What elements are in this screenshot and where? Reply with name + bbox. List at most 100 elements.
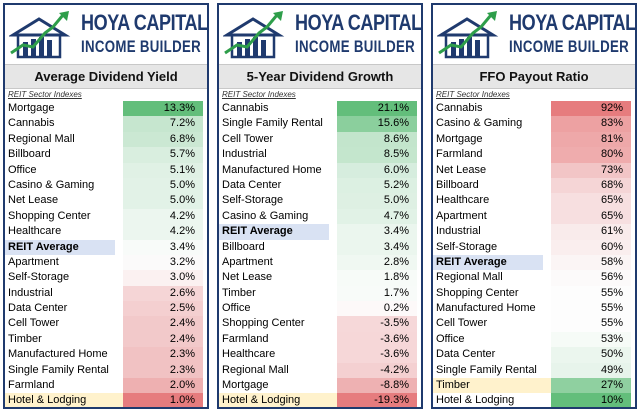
sector-value: 55% — [551, 316, 631, 332]
house-chart-logo-icon — [9, 11, 71, 59]
table-row: Net Lease 1.8% — [219, 270, 421, 286]
panel-title: Average Dividend Yield — [5, 64, 207, 89]
brand-tagline: INCOME BUILDER — [81, 37, 202, 56]
table-row: Data Center 2.5% — [5, 301, 207, 317]
table-row: Casino & Gaming 83% — [433, 116, 635, 132]
table-row: Billboard 3.4% — [219, 239, 421, 255]
brand-name: HOYA CAPITAL — [295, 10, 422, 35]
sector-value: 55% — [551, 285, 631, 302]
sector-label: Apartment — [8, 255, 59, 268]
sector-value: 2.0% — [123, 378, 203, 394]
sector-label: Farmland — [436, 148, 483, 161]
sector-value: 4.2% — [123, 224, 203, 240]
sector-value: 0.2% — [337, 301, 417, 317]
sector-value: 8.5% — [337, 147, 417, 163]
table-row: Self-Storage 60% — [433, 239, 635, 255]
sector-label: Hotel & Lodging — [436, 394, 515, 407]
sector-value: -8.8% — [337, 378, 417, 394]
sector-label: REIT Average — [219, 224, 329, 240]
sector-value: 5.7% — [123, 147, 203, 163]
table-row: Manufactured Home 6.0% — [219, 162, 421, 178]
sector-label: Cannabis — [8, 117, 55, 130]
sector-label: Industrial — [222, 148, 267, 161]
sector-value: 65% — [551, 208, 631, 225]
sector-label: Manufactured Home — [222, 163, 322, 176]
table-row: Single Family Rental 2.3% — [5, 362, 207, 379]
sector-label: Farmland — [222, 332, 269, 345]
table-row: Hotel & Lodging -19.3% — [219, 393, 421, 407]
sector-label: Self-Storage — [436, 240, 498, 253]
panel-subheader: REIT Sector Indexes — [436, 90, 510, 99]
sector-value: 10% — [551, 393, 631, 407]
sector-label: Cannabis — [436, 102, 483, 114]
table-row: Self-Storage 5.0% — [219, 193, 421, 209]
table-row: Office 0.2% — [219, 301, 421, 317]
brand-logo: HOYA CAPITAL INCOME BUILDER — [433, 5, 635, 64]
sector-label: Data Center — [436, 348, 496, 361]
sector-label: Office — [222, 302, 251, 315]
table-row: Healthcare -3.6% — [219, 347, 421, 363]
table-row: Cannabis 21.1% — [219, 101, 421, 117]
sector-value: 4.2% — [123, 208, 203, 225]
sector-label: Net Lease — [222, 271, 273, 284]
table-row: Casino & Gaming 5.0% — [5, 177, 207, 194]
sector-value: 50% — [551, 347, 631, 363]
table-row: Mortgage 13.3% — [5, 101, 207, 117]
table-row: Data Center 5.2% — [219, 177, 421, 194]
sector-value: 83% — [551, 116, 631, 132]
table-row: Regional Mall 6.8% — [5, 131, 207, 148]
table-row: Mortgage -8.8% — [219, 378, 421, 394]
sector-label: Casino & Gaming — [8, 178, 95, 191]
sector-label: Cannabis — [222, 102, 269, 114]
table-row: Industrial 61% — [433, 224, 635, 240]
table-row: Cannabis 92% — [433, 101, 635, 117]
panel-subheader: REIT Sector Indexes — [222, 90, 296, 99]
sector-value: 3.4% — [337, 239, 417, 255]
sector-value: 2.8% — [337, 254, 417, 271]
table-row: Billboard 5.7% — [5, 147, 207, 163]
table-row: Manufactured Home 2.3% — [5, 347, 207, 363]
panel-2: HOYA CAPITAL INCOME BUILDER FFO Payout R… — [431, 3, 637, 409]
sector-value: 3.2% — [123, 254, 203, 271]
sector-value: 53% — [551, 331, 631, 348]
sector-label: Apartment — [222, 255, 273, 268]
sector-label: Shopping Center — [436, 286, 519, 299]
sector-value: 81% — [551, 131, 631, 148]
sector-label: Industrial — [436, 225, 481, 238]
sector-label: Healthcare — [222, 348, 276, 361]
panel-title: FFO Payout Ratio — [433, 64, 635, 89]
table-row: Timber 2.4% — [5, 331, 207, 348]
table-row: Office 53% — [433, 331, 635, 348]
sector-label: REIT Average — [433, 254, 543, 271]
brand-logo: HOYA CAPITAL INCOME BUILDER — [5, 5, 207, 64]
sector-value: 65% — [551, 193, 631, 209]
table-row: Net Lease 73% — [433, 162, 635, 178]
sector-label: Office — [436, 332, 465, 345]
sector-label: Manufactured Home — [436, 302, 536, 315]
table-row: Self-Storage 3.0% — [5, 270, 207, 286]
sector-value: 3.4% — [337, 224, 417, 240]
table-row: Cell Tower 8.6% — [219, 131, 421, 148]
table-row: Farmland 2.0% — [5, 378, 207, 394]
sector-value: 2.5% — [123, 301, 203, 317]
sector-value: 1.8% — [337, 270, 417, 286]
sector-value: 13.3% — [123, 101, 203, 117]
sector-label: Billboard — [222, 240, 265, 253]
panel-title: 5-Year Dividend Growth — [219, 64, 421, 89]
table-row: Timber 27% — [433, 378, 635, 394]
sector-value: 60% — [551, 239, 631, 255]
sector-value: -3.6% — [337, 347, 417, 363]
sector-label: Timber — [222, 286, 256, 299]
sector-value: 49% — [551, 362, 631, 379]
sector-label: Farmland — [8, 379, 55, 392]
sector-label: Cell Tower — [222, 132, 274, 145]
table-row: Regional Mall -4.2% — [219, 362, 421, 379]
table-row: Regional Mall 56% — [433, 270, 635, 286]
sector-value: 2.3% — [123, 347, 203, 363]
sector-label: Shopping Center — [8, 209, 91, 222]
sector-label: Single Family Rental — [436, 363, 537, 376]
sector-value: 55% — [551, 301, 631, 317]
sector-value: 6.8% — [123, 131, 203, 148]
house-chart-logo-icon — [223, 11, 285, 59]
table-row: Manufactured Home 55% — [433, 301, 635, 317]
